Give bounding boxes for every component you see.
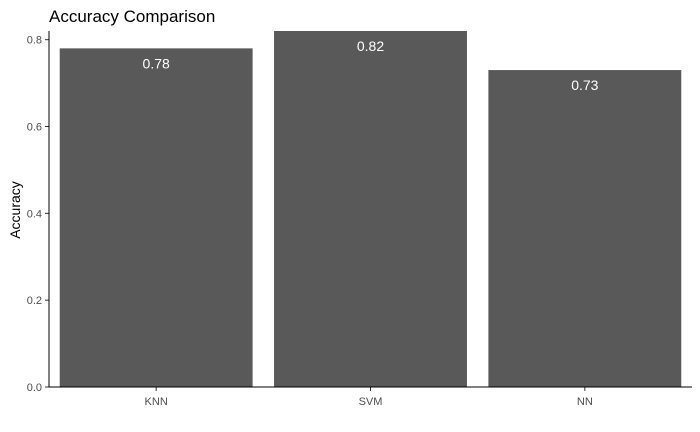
x-tick-label: KNN (145, 396, 168, 408)
data-label-svm: 0.82 (357, 38, 384, 54)
x-axis-ticks: KNN SVM NN (145, 387, 593, 408)
y-tick-label: 0.6 (27, 122, 42, 134)
y-tick-label: 0.4 (27, 208, 42, 220)
y-tick-label: 0.2 (27, 295, 42, 307)
y-tick-label: 0.8 (27, 35, 42, 47)
data-label-knn: 0.78 (143, 55, 170, 71)
y-axis-title: Accuracy (7, 181, 23, 239)
data-labels-group: 0.78 0.82 0.73 (143, 38, 599, 93)
y-tick-label: 0.0 (27, 382, 42, 394)
x-tick-label: NN (577, 396, 593, 408)
bar-nn (488, 70, 682, 387)
bar-svm (274, 31, 467, 387)
chart-title: Accuracy Comparison (49, 7, 215, 26)
y-axis-ticks: 0.0 0.2 0.4 0.6 0.8 (27, 35, 49, 394)
bar-knn (59, 48, 253, 388)
x-tick-label: SVM (359, 396, 383, 408)
data-label-nn: 0.73 (571, 77, 598, 93)
bars-group (59, 31, 682, 388)
